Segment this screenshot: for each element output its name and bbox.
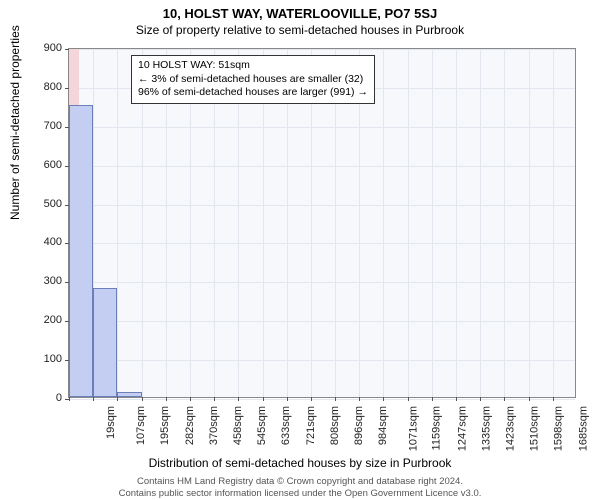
ytick-label: 100 [32, 353, 62, 365]
ytick-label: 600 [32, 159, 62, 171]
gridline-v [432, 49, 433, 397]
ytick-label: 300 [32, 275, 62, 287]
xtick-label: 545sqm [256, 406, 268, 445]
xtick-label: 1071sqm [408, 406, 420, 451]
xtick-label: 1423sqm [504, 406, 516, 451]
ytick-label: 200 [32, 314, 62, 326]
gridline-v [408, 49, 409, 397]
xtick-label: 195sqm [160, 406, 172, 445]
gridline-v [117, 49, 118, 397]
ytick-label: 700 [32, 120, 62, 132]
gridline-h [69, 205, 575, 206]
xtick-mark [238, 397, 239, 401]
gridline-v [529, 49, 530, 397]
gridline-h [69, 166, 575, 167]
xtick-label: 19sqm [105, 406, 117, 439]
xtick-label: 107sqm [135, 406, 147, 445]
xtick-mark [190, 397, 191, 401]
gridline-h [69, 399, 575, 400]
ytick-label: 800 [32, 81, 62, 93]
plot-background: 10 HOLST WAY: 51sqm← 3% of semi-detached… [68, 48, 576, 398]
xtick-mark [504, 397, 505, 401]
gridline-v [383, 49, 384, 397]
xtick-mark [117, 397, 118, 401]
footer-line-2: Contains public sector information licen… [119, 488, 482, 499]
xtick-mark [69, 397, 70, 401]
xtick-mark [529, 397, 530, 401]
gridline-v [480, 49, 481, 397]
gridline-h [69, 127, 575, 128]
ytick-label: 500 [32, 198, 62, 210]
gridline-h [69, 243, 575, 244]
xtick-mark [214, 397, 215, 401]
ytick-label: 900 [32, 42, 62, 54]
xtick-label: 808sqm [329, 406, 341, 445]
gridline-h [69, 321, 575, 322]
xtick-mark [359, 397, 360, 401]
xtick-label: 896sqm [353, 406, 365, 445]
chart-footer: Contains HM Land Registry data © Crown c… [0, 476, 600, 500]
chart-subtitle: Size of property relative to semi-detach… [0, 21, 600, 41]
property-size-chart: 10, HOLST WAY, WATERLOOVILLE, PO7 5SJ Si… [0, 0, 600, 500]
xtick-mark [287, 397, 288, 401]
gridline-h [69, 282, 575, 283]
histogram-bar [69, 105, 93, 397]
gridline-v [553, 49, 554, 397]
xtick-label: 370sqm [208, 406, 220, 445]
xtick-label: 1510sqm [529, 406, 541, 451]
xtick-mark [166, 397, 167, 401]
gridline-v [504, 49, 505, 397]
annotation-line: 96% of semi-detached houses are larger (… [138, 86, 368, 100]
xtick-label: 721sqm [305, 406, 317, 445]
xtick-label: 1598sqm [553, 406, 565, 451]
plot-area: 10 HOLST WAY: 51sqm← 3% of semi-detached… [68, 48, 576, 398]
gridline-h [69, 360, 575, 361]
gridline-v [456, 49, 457, 397]
xtick-mark [335, 397, 336, 401]
annotation-box: 10 HOLST WAY: 51sqm← 3% of semi-detached… [131, 55, 375, 104]
xtick-mark [456, 397, 457, 401]
xtick-mark [383, 397, 384, 401]
xtick-label: 633sqm [280, 406, 292, 445]
ytick-label: 400 [32, 236, 62, 248]
xtick-mark [93, 397, 94, 401]
xtick-label: 282sqm [184, 406, 196, 445]
x-axis-label: Distribution of semi-detached houses by … [0, 456, 600, 470]
xtick-label: 1335sqm [480, 406, 492, 451]
histogram-bar [93, 288, 117, 397]
xtick-label: 1247sqm [456, 406, 468, 451]
annotation-line: ← 3% of semi-detached houses are smaller… [138, 73, 368, 87]
xtick-mark [142, 397, 143, 401]
y-axis-label: Number of semi-detached properties [8, 25, 22, 220]
xtick-label: 458sqm [232, 406, 244, 445]
xtick-label: 1159sqm [431, 406, 443, 450]
xtick-mark [432, 397, 433, 401]
histogram-bar [117, 392, 141, 397]
ytick-label: 0 [32, 392, 62, 404]
annotation-line: 10 HOLST WAY: 51sqm [138, 59, 368, 73]
xtick-mark [263, 397, 264, 401]
xtick-mark [408, 397, 409, 401]
gridline-h [69, 49, 575, 50]
footer-line-1: Contains HM Land Registry data © Crown c… [137, 476, 463, 487]
xtick-mark [480, 397, 481, 401]
xtick-label: 1685sqm [577, 406, 589, 451]
xtick-label: 984sqm [377, 406, 389, 445]
chart-title: 10, HOLST WAY, WATERLOOVILLE, PO7 5SJ [0, 0, 600, 21]
xtick-mark [311, 397, 312, 401]
xtick-mark [553, 397, 554, 401]
